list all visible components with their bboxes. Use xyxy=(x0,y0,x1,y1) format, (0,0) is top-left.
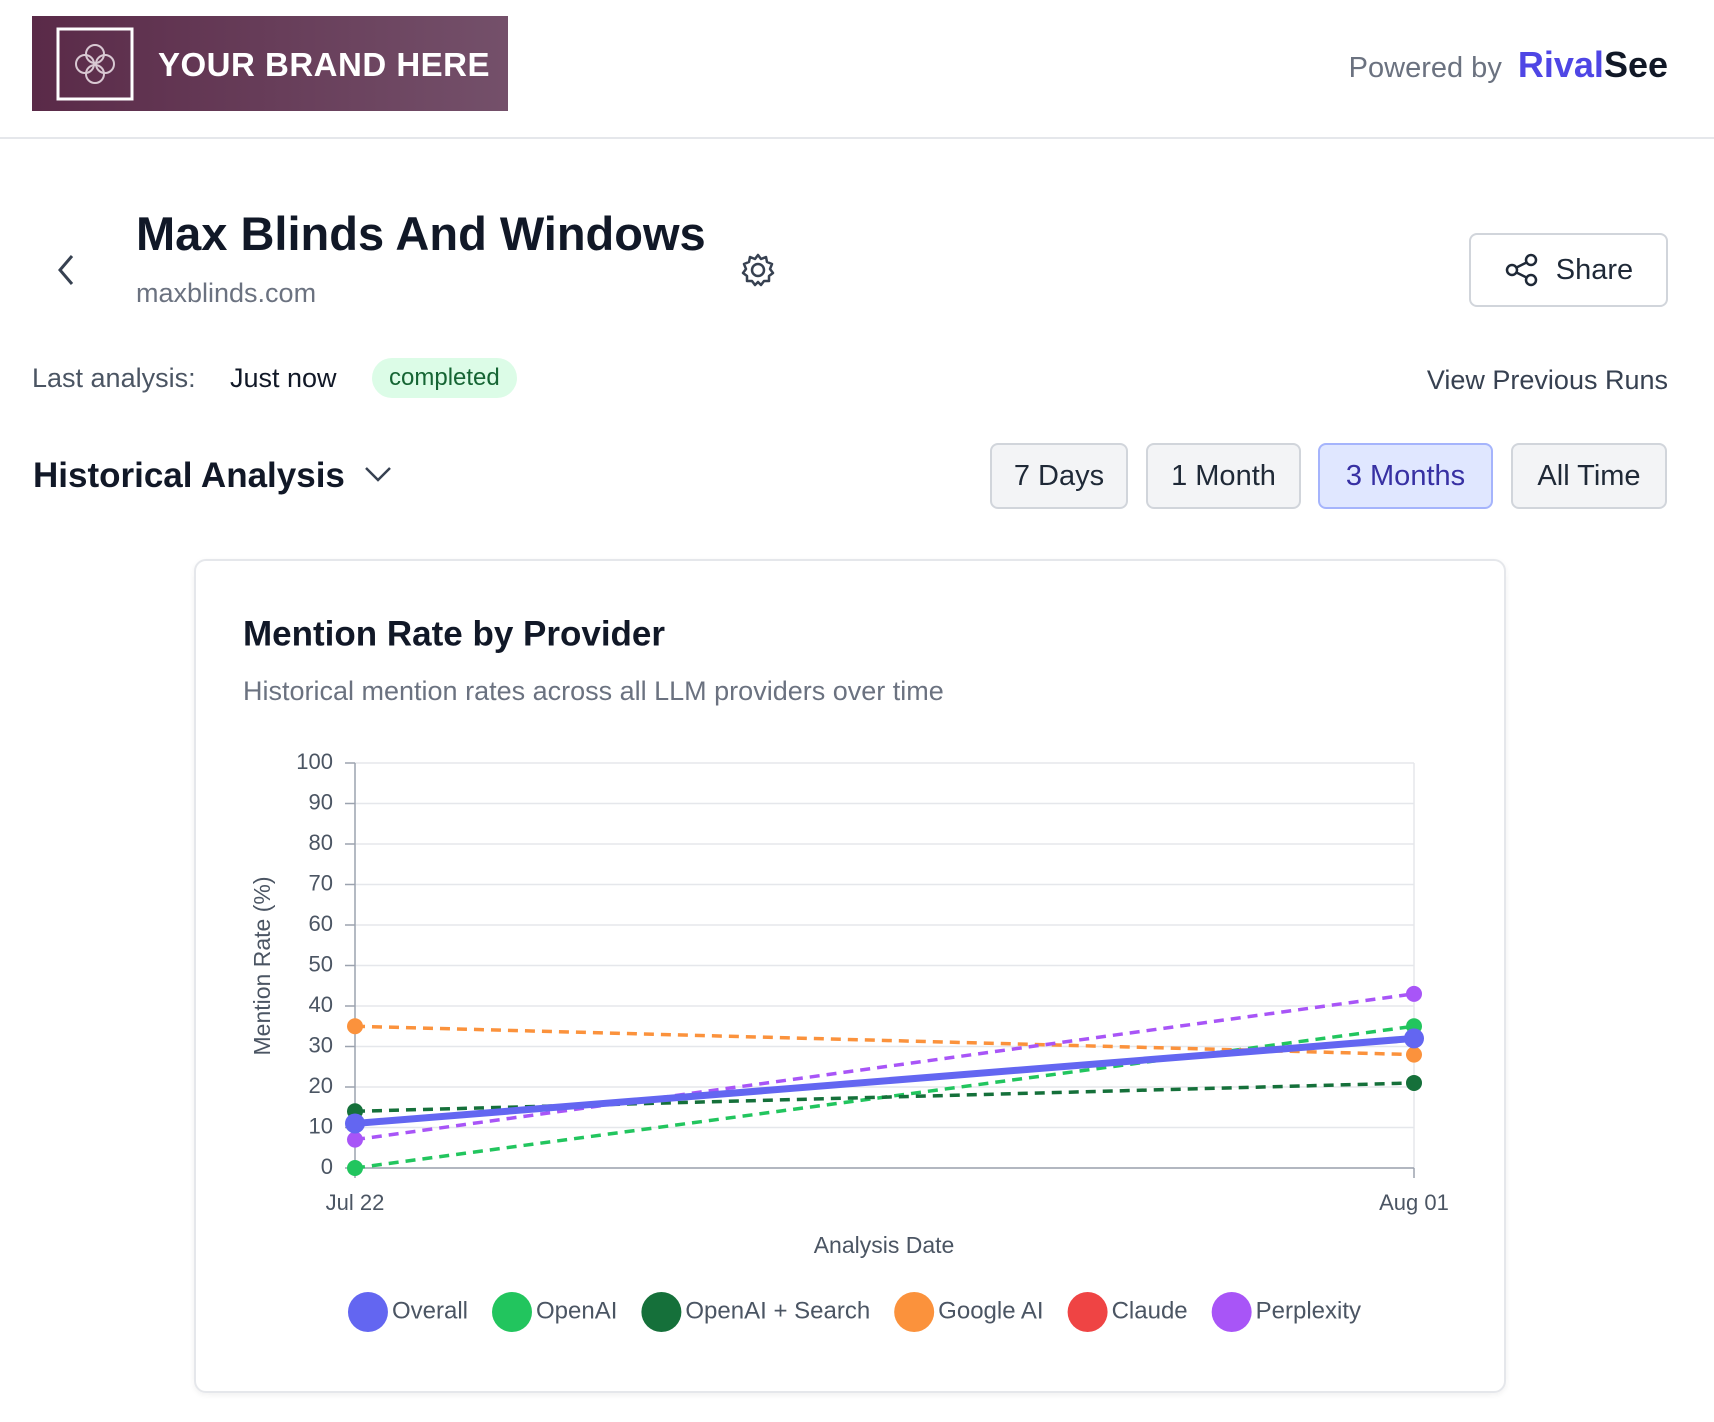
y-tick-label: 0 xyxy=(321,1154,333,1179)
legend-swatch xyxy=(1067,1292,1108,1332)
legend-swatch xyxy=(641,1292,682,1332)
y-tick-label: 10 xyxy=(309,1113,333,1138)
back-button[interactable] xyxy=(54,252,80,288)
y-tick-label: 50 xyxy=(309,951,333,976)
series-line xyxy=(354,992,1415,1142)
legend-swatch xyxy=(894,1292,935,1332)
domain: maxblinds.com xyxy=(136,278,317,308)
last-analysis-value: Just now xyxy=(230,363,337,393)
y-axis-title: Mention Rate (%) xyxy=(249,877,275,1056)
chart-title: Mention Rate by Provider xyxy=(243,614,665,653)
chart-card xyxy=(194,559,1506,1393)
data-point xyxy=(347,1131,363,1148)
powered-by-text: Powered by xyxy=(1348,52,1502,84)
view-previous-runs[interactable]: View Previous Runs xyxy=(1426,365,1668,395)
legend-swatch xyxy=(1211,1292,1252,1332)
data-point xyxy=(347,1160,363,1176)
y-tick-label: 70 xyxy=(309,870,333,895)
data-point xyxy=(347,1018,363,1035)
last-analysis-label: Last analysis: xyxy=(32,363,196,393)
brand-banner: YOUR BRAND HERE xyxy=(32,16,508,111)
brand-logo xyxy=(56,27,134,101)
page-title: Max Blinds And Windows xyxy=(136,207,706,260)
data-point xyxy=(1406,1074,1422,1091)
settings-button[interactable] xyxy=(740,252,776,288)
y-tick-label: 90 xyxy=(309,789,333,814)
x-axis-title: Analysis Date xyxy=(814,1232,955,1258)
header: YOUR BRAND HERE Powered by RivalSee xyxy=(0,0,1714,139)
legend-label: Google AI xyxy=(938,1297,1043,1324)
range-button[interactable]: 1 Month xyxy=(1146,443,1301,509)
series-line xyxy=(354,1024,1415,1057)
share-icon xyxy=(1505,253,1538,287)
legend-label: Claude xyxy=(1112,1297,1188,1324)
legend-swatch xyxy=(347,1292,388,1332)
y-tick-label: 20 xyxy=(309,1073,333,1098)
section-title: Historical Analysis xyxy=(33,456,345,495)
share-button[interactable]: Share xyxy=(1469,233,1668,307)
legend-swatch xyxy=(492,1292,532,1332)
section-toggle[interactable] xyxy=(362,462,394,486)
range-button[interactable]: All Time xyxy=(1511,443,1667,509)
logo-see: See xyxy=(1603,44,1668,85)
y-tick-label: 60 xyxy=(309,911,333,936)
y-tick-label: 80 xyxy=(309,830,333,855)
data-point xyxy=(345,1113,365,1134)
data-point xyxy=(1404,1028,1424,1049)
y-tick-label: 40 xyxy=(309,992,333,1017)
series-line xyxy=(354,1034,1415,1127)
data-point xyxy=(1406,1046,1422,1063)
powered-by: Powered by RivalSee xyxy=(1349,44,1668,86)
brand-text: YOUR BRAND HERE xyxy=(158,46,491,83)
share-label: Share xyxy=(1555,253,1634,286)
range-button[interactable]: 3 Months xyxy=(1318,443,1493,509)
data-point xyxy=(1406,985,1422,1002)
legend-label: OpenAI + Search xyxy=(685,1297,870,1324)
range-button[interactable]: 7 Days xyxy=(990,443,1128,509)
status-badge: completed xyxy=(372,358,517,398)
x-tick-label: Jul 22 xyxy=(326,1190,385,1215)
legend-label: OpenAI xyxy=(536,1297,617,1324)
legend-label: Overall xyxy=(392,1297,468,1324)
legend-label: Perplexity xyxy=(1256,1297,1361,1324)
y-tick-label: 100 xyxy=(296,749,333,774)
y-tick-label: 30 xyxy=(309,1032,333,1057)
chart-subtitle: Historical mention rates across all LLM … xyxy=(243,676,944,706)
logo-rival: Rival xyxy=(1517,44,1604,85)
x-tick-label: Aug 01 xyxy=(1379,1190,1449,1215)
